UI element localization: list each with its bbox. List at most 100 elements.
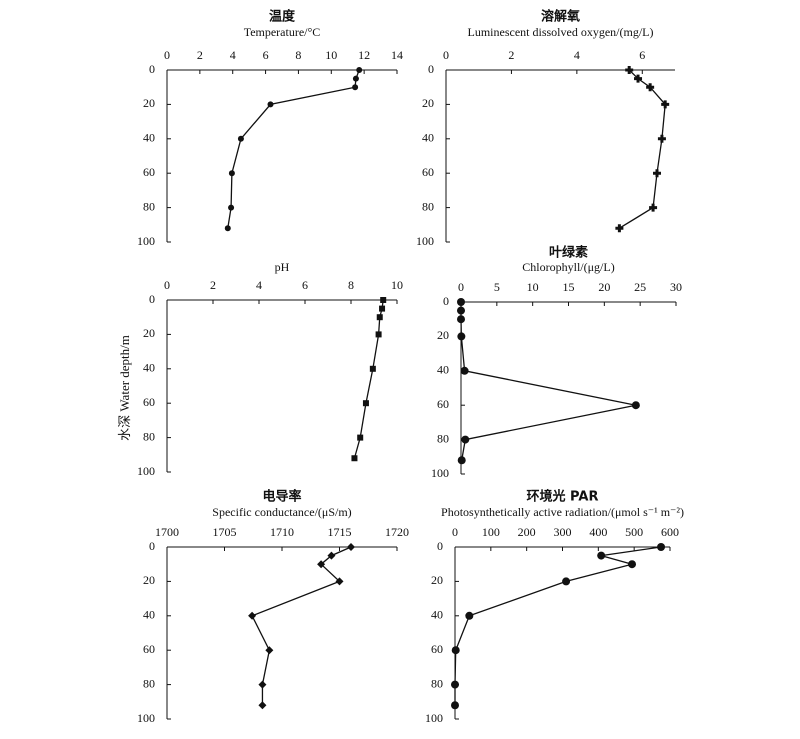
- data-point: [451, 680, 459, 689]
- data-point: [369, 365, 376, 372]
- data-point: [248, 611, 257, 620]
- marker: [356, 67, 363, 73]
- y-tick-label: 20: [143, 326, 155, 340]
- marker: [357, 434, 364, 441]
- y-tick-label: 80: [143, 429, 155, 443]
- panel-title: 温度: [269, 9, 296, 25]
- x-tick-label: 8: [348, 278, 354, 292]
- marker: [562, 577, 571, 586]
- x-tick-label: 12: [358, 48, 370, 62]
- y-axis-label: 水深 Water depth/m: [117, 335, 132, 441]
- x-tick-label: 30: [670, 280, 682, 294]
- data-point: [267, 101, 274, 108]
- y-tick-label: 40: [431, 608, 443, 622]
- y-tick-label: 40: [437, 363, 449, 377]
- y-tick-label: 0: [149, 539, 155, 553]
- y-tick-label: 60: [143, 395, 155, 409]
- x-tick-label: 4: [256, 278, 262, 292]
- x-tick-label: 1715: [328, 525, 352, 539]
- marker: [657, 134, 666, 143]
- x-tick-label: 100: [482, 525, 500, 539]
- y-tick-label: 80: [422, 199, 434, 213]
- x-tick-label: 10: [325, 48, 337, 62]
- marker: [248, 611, 257, 620]
- data-point: [625, 66, 634, 74]
- data-point: [646, 83, 655, 92]
- data-point: [465, 611, 474, 620]
- y-tick-label: 60: [143, 642, 155, 656]
- data-point: [347, 543, 355, 551]
- marker: [267, 101, 274, 108]
- marker: [375, 331, 382, 338]
- y-tick-label: 100: [425, 711, 443, 725]
- data-point: [457, 332, 466, 341]
- x-tick-label: 1720: [385, 525, 409, 539]
- marker: [369, 365, 376, 372]
- y-tick-label: 60: [143, 165, 155, 179]
- marker: [457, 306, 465, 315]
- x-tick-label: 400: [589, 525, 607, 539]
- x-tick-label: 2: [197, 48, 203, 62]
- data-point: [451, 646, 460, 655]
- y-tick-label: 40: [143, 361, 155, 375]
- marker: [597, 551, 606, 560]
- marker: [351, 455, 358, 462]
- x-tick-label: 4: [230, 48, 236, 62]
- marker: [362, 400, 369, 407]
- x-axis-label: pH: [275, 260, 290, 274]
- marker: [352, 84, 359, 91]
- y-tick-label: 80: [431, 676, 443, 690]
- marker: [465, 611, 474, 620]
- y-tick-label: 40: [143, 608, 155, 622]
- x-axis-label: Photosynthetically active radiation/(μmo…: [441, 505, 684, 519]
- profile-line: [460, 302, 636, 461]
- marker: [457, 332, 466, 341]
- y-tick-label: 100: [137, 711, 155, 725]
- y-tick-label: 20: [422, 96, 434, 110]
- x-tick-label: 5: [494, 280, 500, 294]
- y-tick-label: 100: [431, 466, 449, 480]
- marker: [352, 75, 359, 82]
- x-axis-label: Temperature/°C: [244, 25, 321, 39]
- data-point: [661, 100, 670, 109]
- data-point: [380, 297, 387, 303]
- data-point: [379, 305, 386, 312]
- marker: [457, 298, 465, 306]
- marker: [460, 366, 469, 375]
- x-tick-label: 600: [661, 525, 679, 539]
- y-tick-label: 80: [143, 199, 155, 213]
- data-point: [335, 577, 344, 586]
- marker: [317, 560, 326, 569]
- data-point: [457, 298, 465, 306]
- x-tick-label: 15: [563, 280, 575, 294]
- x-axis-label: Chlorophyll/(μg/L): [522, 260, 614, 274]
- y-tick-label: 60: [422, 165, 434, 179]
- marker: [457, 315, 465, 324]
- marker: [347, 543, 355, 551]
- y-tick-label: 0: [443, 294, 449, 308]
- profile-line: [619, 69, 666, 229]
- data-point: [457, 306, 465, 315]
- x-tick-label: 20: [598, 280, 610, 294]
- panel-title: 叶绿素: [549, 245, 588, 261]
- profile-line: [454, 546, 662, 706]
- data-point: [356, 67, 363, 73]
- marker: [625, 66, 634, 74]
- profile-line: [227, 69, 360, 229]
- data-point: [451, 701, 459, 710]
- x-axis-label: Luminescent dissolved oxygen/(mg/L): [468, 25, 654, 39]
- y-tick-label: 20: [437, 328, 449, 342]
- data-point: [597, 551, 606, 560]
- marker: [265, 646, 274, 655]
- y-tick-label: 0: [149, 62, 155, 76]
- y-tick-label: 0: [428, 62, 434, 76]
- marker: [628, 560, 637, 569]
- x-tick-label: 10: [527, 280, 539, 294]
- marker: [258, 701, 267, 710]
- x-tick-label: 200: [518, 525, 536, 539]
- data-point: [228, 204, 235, 211]
- x-tick-label: 1710: [270, 525, 294, 539]
- data-point: [649, 203, 658, 212]
- marker: [657, 543, 666, 551]
- marker: [237, 135, 244, 142]
